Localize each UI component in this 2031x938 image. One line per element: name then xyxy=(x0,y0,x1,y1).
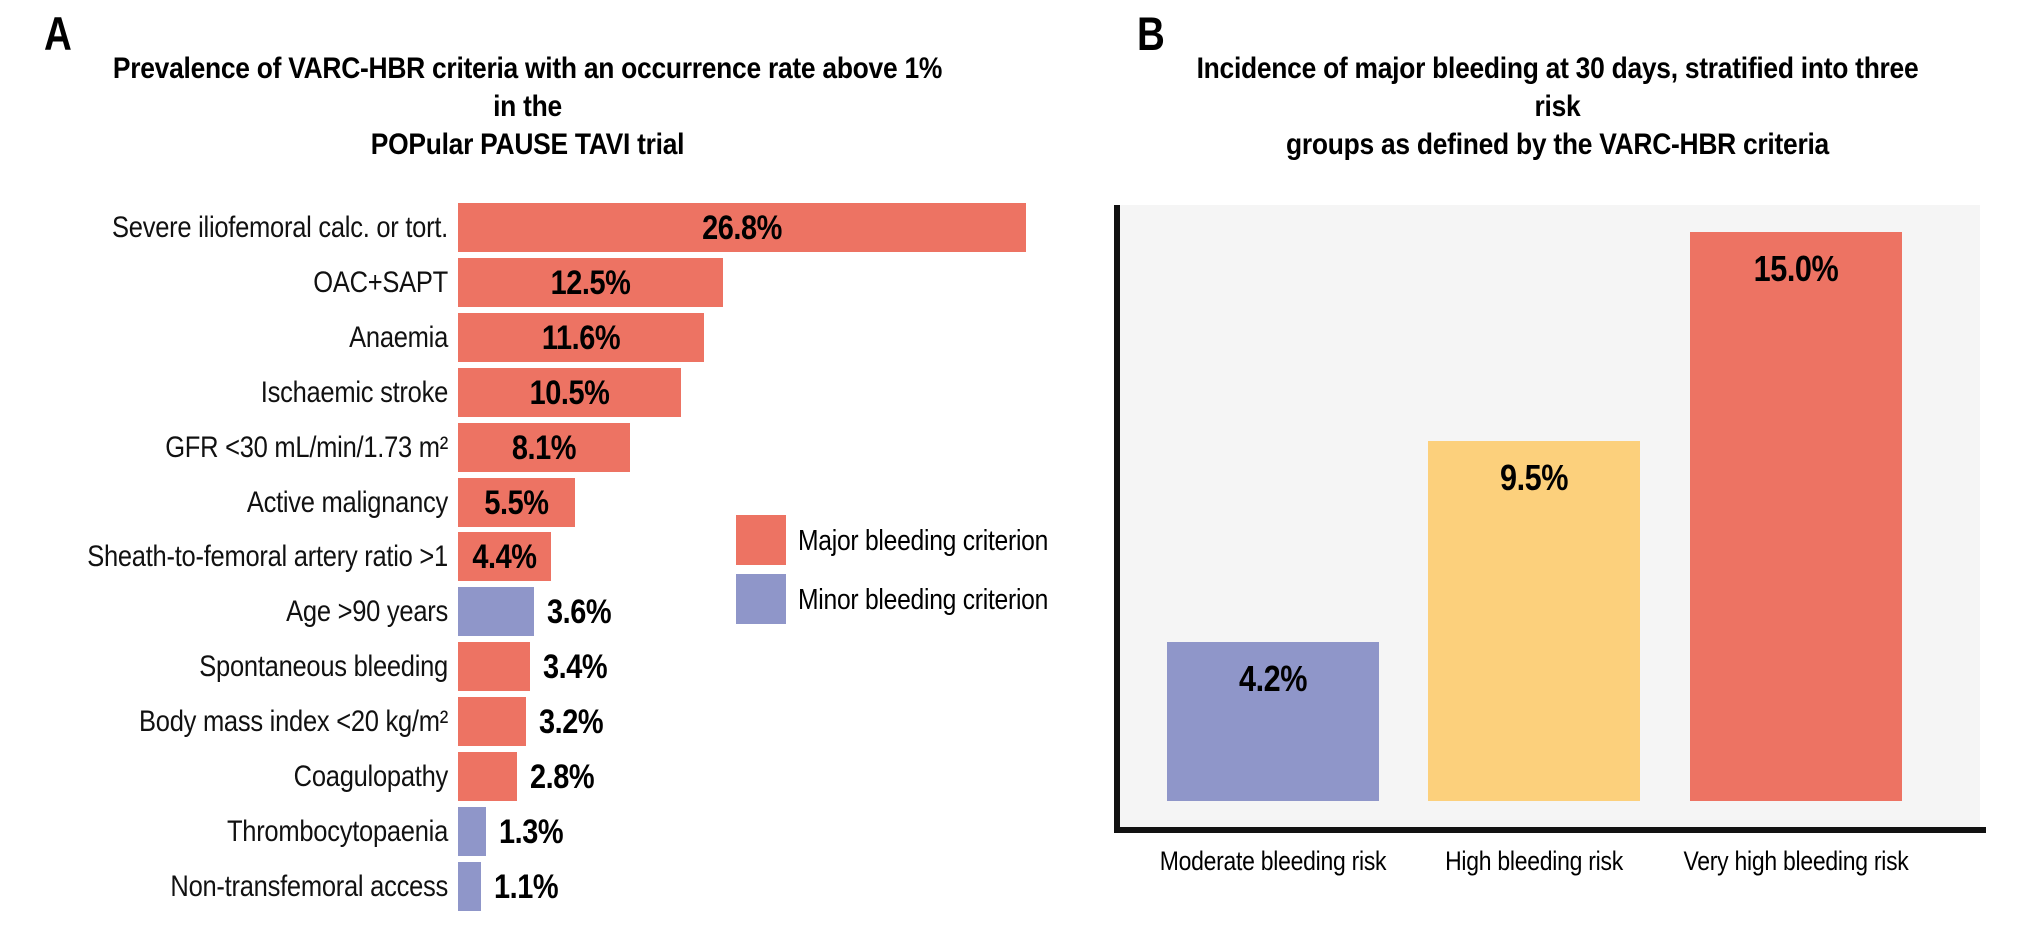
bar xyxy=(458,532,551,581)
bar xyxy=(458,697,526,746)
bar-value-label: 8.1% xyxy=(511,429,577,467)
legend-label-minor: Minor bleeding criterion xyxy=(798,584,1049,616)
bar xyxy=(458,258,723,307)
bar-row: GFR <30 mL/min/1.73 m² 8.1% xyxy=(0,423,1040,472)
panel-a-title: Prevalence of VARC-HBR criteria with an … xyxy=(99,50,957,164)
category-label: Ischaemic stroke xyxy=(260,376,448,409)
panel-a-letter: A xyxy=(44,7,72,60)
category-label: GFR <30 mL/min/1.73 m² xyxy=(165,431,448,464)
bar-value-label: 2.8% xyxy=(530,758,595,796)
bar-value-label: 10.5% xyxy=(529,374,610,412)
bar-row: OAC+SAPT 12.5% xyxy=(0,258,1040,307)
bar xyxy=(458,313,704,362)
bar-row: Spontaneous bleeding 3.4% xyxy=(0,642,1040,691)
bar-row: Coagulopathy 2.8% xyxy=(0,752,1040,801)
bar-row: Age >90 years 3.6% xyxy=(0,587,1040,636)
bar-value-label: 3.2% xyxy=(539,703,604,741)
bar xyxy=(458,478,575,527)
legend-swatch-minor xyxy=(736,574,786,624)
bar-value-label: 1.1% xyxy=(494,868,559,906)
bar-value-label: 3.6% xyxy=(547,593,612,631)
bar-value-label: 4.4% xyxy=(472,538,537,576)
category-label: Thrombocytopaenia xyxy=(226,815,448,848)
bar xyxy=(458,807,486,856)
bar-row: Thrombocytopaenia 1.3% xyxy=(0,807,1040,856)
panel-b-title-line1: Incidence of major bleeding at 30 days, … xyxy=(1196,52,1919,123)
panel-b-letter: B xyxy=(1137,7,1165,60)
bar-row: Severe iliofemoral calc. or tort. 26.8% xyxy=(0,203,1040,252)
panel-a-title-line2: POPular PAUSE TAVI trial xyxy=(370,128,685,161)
bar xyxy=(458,642,530,691)
bar-value-label: 9.5% xyxy=(1499,457,1569,498)
bar xyxy=(458,368,681,417)
bar xyxy=(1428,441,1640,801)
bar-chart-a-plot: Severe iliofemoral calc. or tort. 26.8% OA… xyxy=(0,203,1040,911)
bar-row: Anaemia 11.6% xyxy=(0,313,1040,362)
bar xyxy=(1167,642,1379,801)
panel-a-title-line1: Prevalence of VARC-HBR criteria with an … xyxy=(112,52,943,123)
bar xyxy=(458,752,517,801)
bar-row: Body mass index <20 kg/m² 3.2% xyxy=(0,697,1040,746)
legend-label-major: Major bleeding criterion xyxy=(798,525,1049,557)
legend-swatch-major xyxy=(736,515,786,565)
category-label: Active malignancy xyxy=(246,486,448,519)
bar-row: Sheath-to-femoral artery ratio >1 4.4% xyxy=(0,532,1040,581)
bar-value-label: 26.8% xyxy=(702,209,782,247)
panel-a: A Prevalence of VARC-HBR criteria with a… xyxy=(0,7,1048,911)
panel-b: B Incidence of major bleeding at 30 days… xyxy=(1040,0,2031,938)
category-label: Anaemia xyxy=(349,321,448,354)
bar xyxy=(458,203,1026,252)
x-axis-label: Moderate bleeding risk xyxy=(1159,846,1387,876)
bar-value-label: 1.3% xyxy=(499,813,564,851)
bar-row: Active malignancy 5.5% xyxy=(0,478,1040,527)
bar xyxy=(1690,232,1902,801)
x-axis-label: High bleeding risk xyxy=(1445,846,1623,876)
bar-value-label: 4.2% xyxy=(1238,658,1308,699)
bar-value-label: 12.5% xyxy=(550,264,631,302)
bar-value-label: 3.4% xyxy=(543,648,608,686)
category-label: Severe iliofemoral calc. or tort. xyxy=(112,211,449,244)
category-label: Sheath-to-femoral artery ratio >1 xyxy=(87,540,448,573)
panel-b-title-line2: groups as defined by the VARC-HBR criter… xyxy=(1286,128,1829,161)
panel-b-title: Incidence of major bleeding at 30 days, … xyxy=(1173,50,1943,164)
category-label: Coagulopathy xyxy=(293,760,449,793)
y-axis-line xyxy=(1114,205,1120,833)
bar-row: Ischaemic stroke 10.5% xyxy=(0,368,1040,417)
bar xyxy=(458,862,481,911)
bar-value-label: 15.0% xyxy=(1753,248,1839,289)
bar xyxy=(458,587,534,636)
x-axis-line xyxy=(1114,827,1986,833)
category-label: Non-transfemoral access xyxy=(170,870,448,903)
legend: Major bleeding criterion Minor bleeding … xyxy=(736,515,1048,625)
bar-row: Non-transfemoral access 1.1% xyxy=(0,862,1040,911)
bar-value-label: 5.5% xyxy=(484,484,549,522)
category-label: Spontaneous bleeding xyxy=(199,650,448,683)
category-label: Body mass index <20 kg/m² xyxy=(139,705,448,738)
x-axis-label: Very high bleeding risk xyxy=(1683,846,1909,876)
bar-value-label: 11.6% xyxy=(541,319,621,357)
bar xyxy=(458,423,630,472)
category-label: OAC+SAPT xyxy=(313,266,448,299)
category-label: Age >90 years xyxy=(286,595,448,628)
